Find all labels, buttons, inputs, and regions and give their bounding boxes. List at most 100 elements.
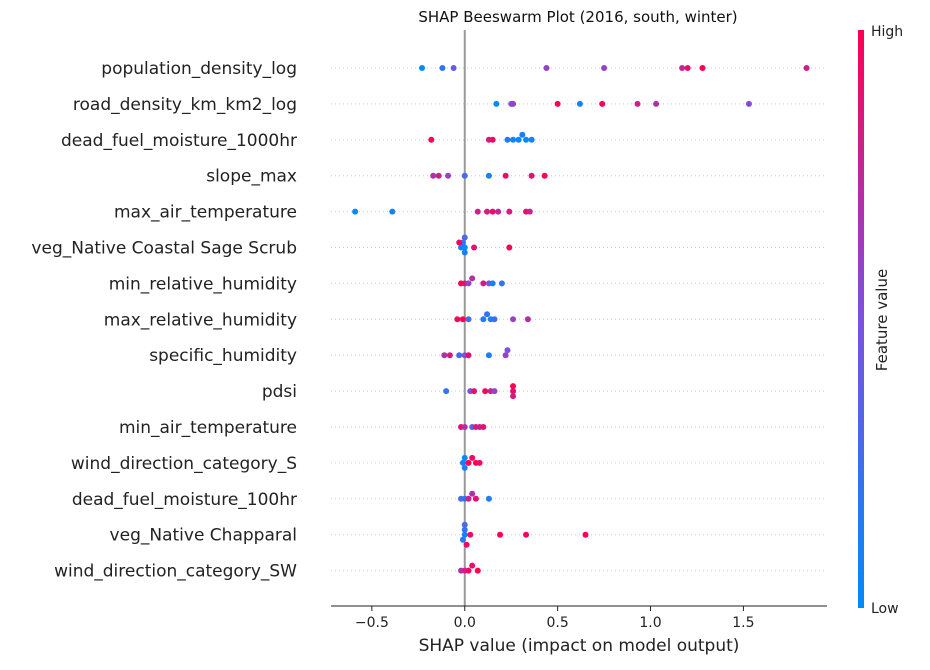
shap-point [456, 239, 463, 246]
x-tick-label: 0.5 [547, 615, 569, 631]
colorbar-label: Feature value [873, 269, 891, 371]
shap-point [523, 136, 530, 143]
shap-point [482, 388, 489, 395]
shap-point [485, 495, 492, 502]
shap-point [510, 388, 517, 395]
shap-point [684, 65, 691, 71]
shap-point [459, 459, 466, 466]
colorbar-high-label: High [871, 24, 903, 40]
shap-point [465, 567, 472, 574]
shap-point [472, 495, 479, 502]
shap-point [430, 172, 437, 179]
shap-point [474, 208, 481, 215]
shap-point [446, 352, 453, 359]
shap-point [461, 526, 468, 533]
shap-point [745, 100, 752, 107]
shap-point [510, 136, 517, 143]
shap-point [439, 65, 446, 71]
feature-rows: population_density_log road_density_km_km… [31, 59, 827, 582]
shap-point [510, 383, 517, 390]
shap-point [456, 352, 463, 359]
feature-label: pdsi [262, 382, 297, 402]
shap-point [389, 208, 396, 215]
feature-label: specific_humidity [149, 346, 297, 366]
shap-point [461, 249, 468, 256]
shap-point [519, 131, 526, 138]
shap-point [459, 536, 466, 543]
shap-point [506, 208, 513, 215]
shap-point [461, 234, 468, 241]
x-tick-label: −0.5 [355, 615, 389, 631]
shap-point [504, 136, 511, 143]
shap-point [484, 311, 491, 318]
feature-label: slope_max [206, 167, 297, 187]
shap-point [554, 100, 561, 107]
shap-point [528, 136, 535, 143]
shap-point [489, 136, 496, 143]
feature-label: road_density_km_km2_log [73, 95, 297, 115]
shap-point [480, 280, 487, 287]
shap-point [469, 454, 476, 461]
shap-point [428, 136, 435, 143]
shap-points [352, 65, 810, 574]
shap-point [541, 172, 548, 179]
shap-point [493, 100, 500, 107]
shap-point [461, 521, 468, 528]
shap-point [599, 100, 606, 107]
shap-point [543, 65, 550, 71]
shap-point [461, 454, 468, 461]
shap-point [502, 172, 509, 179]
shap-point [465, 495, 472, 502]
shap-point [469, 275, 476, 282]
shap-point [498, 280, 505, 287]
shap-point [480, 316, 487, 323]
shap-point [699, 65, 706, 71]
feature-label: wind_direction_category_SW [54, 562, 297, 582]
shap-point [441, 352, 448, 359]
shap-point [524, 316, 531, 323]
shap-point [471, 244, 478, 251]
shap-point [495, 208, 502, 215]
feature-label: max_relative_humidity [104, 310, 297, 330]
shap-point [582, 531, 589, 538]
shap-point [502, 352, 509, 359]
shap-point [435, 172, 442, 179]
shap-point [465, 280, 472, 287]
shap-point [459, 316, 466, 323]
feature-label: dead_fuel_moisture_1000hr [61, 131, 297, 151]
shap-point [469, 562, 476, 569]
shap-point [476, 459, 483, 466]
feature-label: min_relative_humidity [109, 274, 297, 294]
shap-point [523, 531, 530, 538]
shap-point [465, 459, 472, 466]
shap-point [461, 531, 468, 538]
feature-label: dead_fuel_moisture_100hr [72, 490, 297, 510]
shap-point [474, 567, 481, 574]
shap-point [485, 172, 492, 179]
feature-label: min_air_temperature [119, 418, 297, 438]
shap-point [803, 65, 810, 71]
x-axis-label: SHAP value (impact on model output) [419, 636, 740, 656]
shap-point [443, 388, 450, 395]
shap-point [504, 347, 511, 354]
colorbar-low-label: Low [871, 601, 899, 617]
feature-label: veg_Native Coastal Sage Scrub [31, 239, 297, 259]
shap-point [465, 352, 472, 359]
shap-point [679, 65, 686, 71]
x-tick-label: 0.0 [454, 615, 476, 631]
shap-point [463, 541, 470, 548]
shap-point [601, 65, 608, 71]
shap-point [510, 100, 517, 107]
shap-point [469, 490, 476, 497]
shap-point [471, 388, 478, 395]
shap-point [461, 464, 468, 471]
shap-point [515, 136, 522, 143]
x-axis-ticks: −0.5 0.0 0.5 1.0 1.5 [355, 606, 755, 631]
shap-point [528, 172, 535, 179]
feature-label: max_air_temperature [114, 203, 297, 223]
shap-point [461, 244, 468, 251]
shap-point [484, 208, 491, 215]
shap-point [491, 388, 498, 395]
